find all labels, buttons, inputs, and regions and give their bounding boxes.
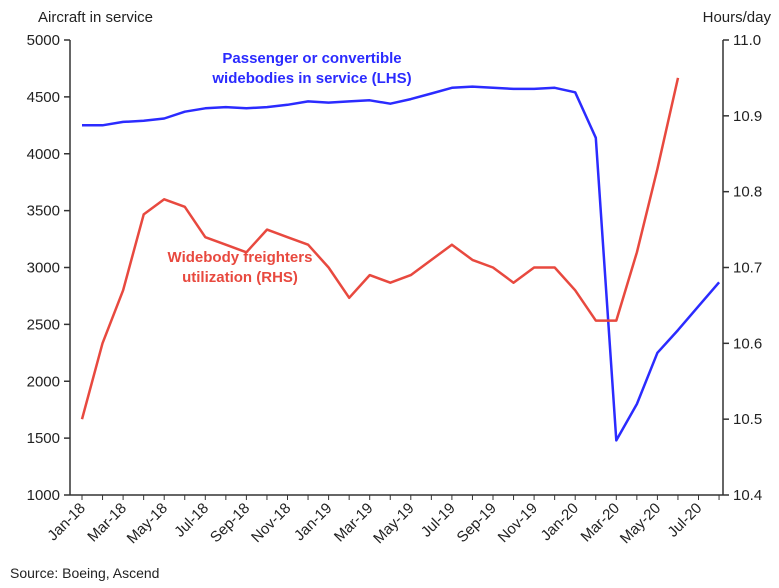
right-axis-title: Hours/day (703, 9, 772, 26)
series-lines (80, 77, 721, 442)
x-tick-label: Nov-18 (248, 500, 294, 546)
left-tick-label: 2000 (27, 373, 60, 390)
right-tick-label: 10.5 (733, 411, 762, 428)
x-tick-label: Sep-18 (207, 500, 253, 546)
left-axis-title: Aircraft in service (38, 9, 153, 26)
x-tick-label: May-18 (124, 500, 171, 547)
left-tick-label: 1000 (27, 487, 60, 504)
right-tick-label: 10.4 (733, 487, 762, 504)
x-tick-label: Jul-20 (664, 500, 705, 541)
x-tick-label: Jul-19 (418, 500, 459, 541)
left-tick-label: 1500 (27, 430, 60, 447)
right-tick-label: 10.7 (733, 260, 762, 277)
left-tick-label: 5000 (27, 32, 60, 49)
right-tick-label: 11.0 (733, 32, 761, 49)
x-tick-label: Nov-19 (495, 500, 541, 546)
series-label-passenger: widebodies in service (LHS) (211, 70, 411, 87)
series-label-passenger: Passenger or convertible (222, 50, 401, 67)
x-tick-label: Mar-20 (578, 500, 624, 546)
x-tick-label: Jan-19 (291, 500, 335, 544)
left-tick-label: 2500 (27, 316, 60, 333)
x-tick-label: Jan-18 (44, 500, 88, 544)
x-tick-label: Mar-18 (84, 500, 130, 546)
x-tick-label: May-19 (370, 500, 417, 547)
series-label-freighters: utilization (RHS) (182, 269, 298, 286)
series-line-passenger-widebodies (82, 85, 721, 442)
left-tick-label: 4000 (27, 146, 60, 163)
x-tick-label: Jul-18 (171, 500, 212, 541)
right-tick-label: 10.6 (733, 335, 762, 352)
source-note: Source: Boeing, Ascend (10, 565, 160, 581)
right-tick-label: 10.9 (733, 108, 762, 125)
left-tick-label: 3000 (27, 260, 60, 277)
x-tick-label: May-20 (617, 500, 664, 547)
axes: 1000 1500 2000 2500 3000 3500 4000 4500 5000 10.4… (27, 32, 763, 547)
series-labels: Passenger or convertible widebodies in se… (168, 50, 412, 286)
right-tick-label: 10.8 (733, 184, 762, 201)
x-tick-label: Mar-19 (331, 500, 377, 546)
x-tick-label: Sep-19 (454, 500, 500, 546)
left-tick-label: 3500 (27, 203, 60, 220)
left-tick-label: 4500 (27, 89, 60, 106)
series-label-freighters: Widebody freighters (168, 249, 313, 266)
series-line-freighters-utilization (80, 77, 680, 420)
x-tick-label: Jan-20 (538, 500, 582, 544)
